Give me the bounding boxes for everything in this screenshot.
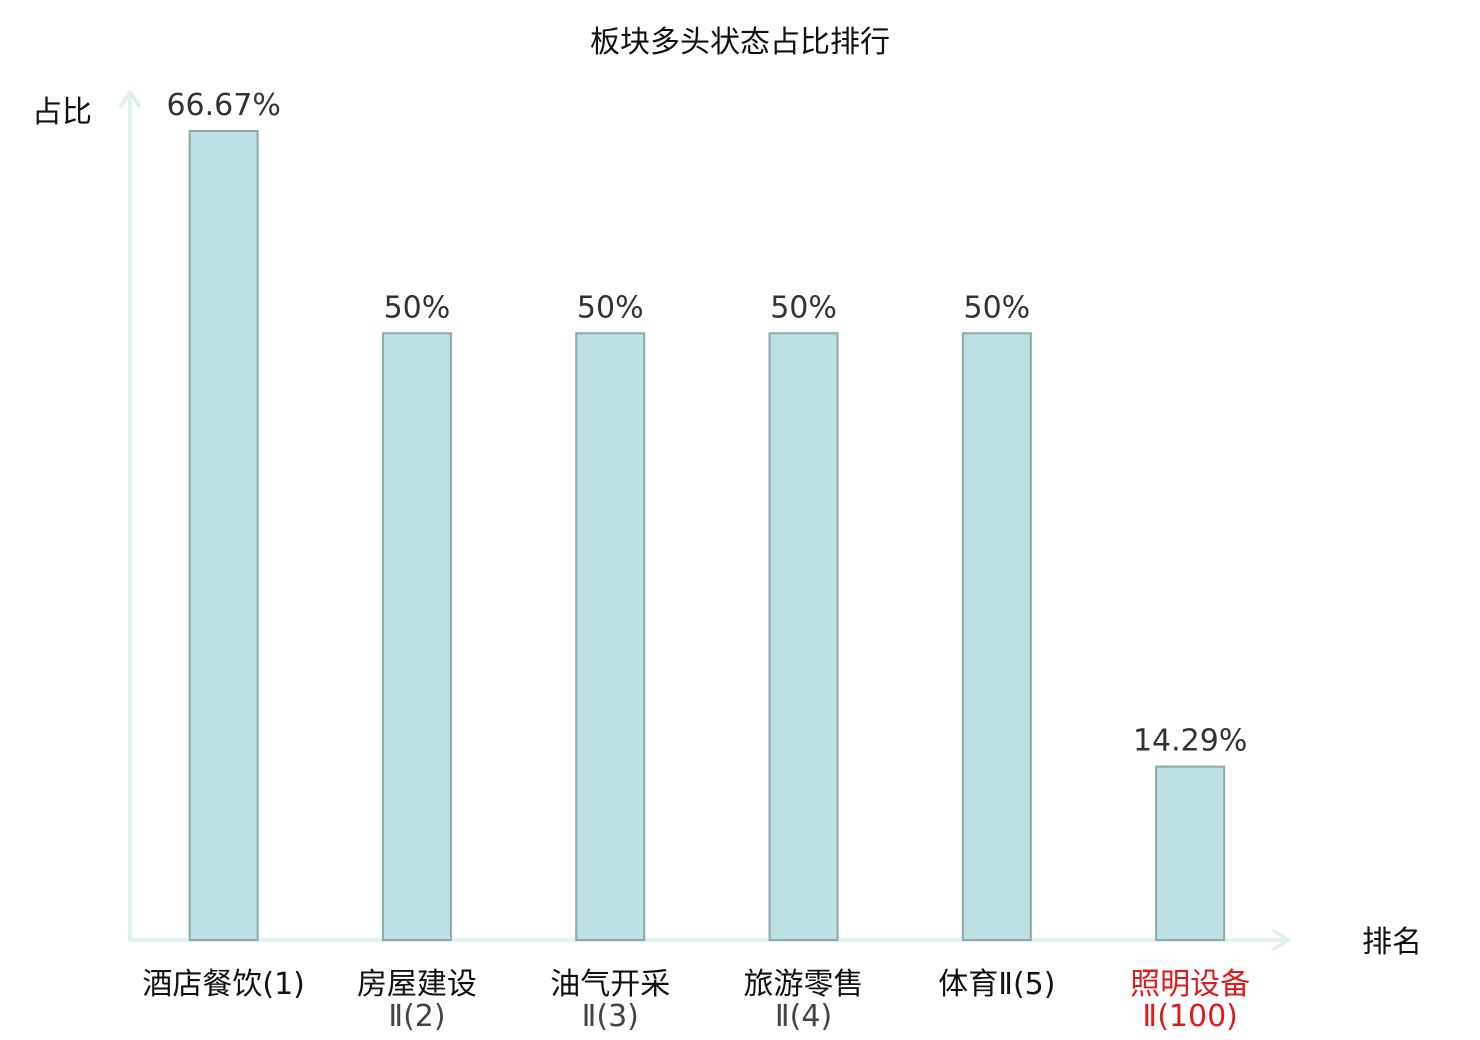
chart-title: 板块多头状态占比排行 [590, 25, 890, 60]
value-labels-group: 66.67% 50% 50% 50% 50% 14.29% [166, 88, 1247, 759]
category-label: 酒店餐饮(1) [142, 967, 305, 1002]
bar [1155, 765, 1226, 942]
data-label: 50% [964, 290, 1031, 325]
bar [188, 130, 259, 941]
bar [381, 332, 452, 941]
data-label: 50% [770, 290, 837, 325]
x-axis-label: 排名 [1362, 925, 1422, 960]
data-label: 50% [577, 290, 644, 325]
category-sublabel: Ⅱ(4) [775, 999, 832, 1034]
axes [119, 90, 1290, 951]
data-label: 14.29% [1133, 724, 1247, 759]
bar [961, 332, 1032, 941]
category-sublabel: Ⅱ(3) [582, 999, 639, 1034]
category-sublabel: Ⅱ(100) [1142, 999, 1237, 1034]
category-label: 体育Ⅱ(5) [938, 967, 1055, 1002]
data-label: 66.67% [166, 88, 280, 123]
bar [768, 332, 839, 941]
bars-group [188, 130, 1226, 942]
data-label: 50% [384, 290, 451, 325]
category-label: 旅游零售 [744, 967, 864, 1002]
x-axis-arrow [1272, 929, 1290, 951]
category-label: 房屋建设 [357, 967, 477, 1002]
bar [575, 332, 646, 941]
y-axis-label: 占比 [32, 95, 92, 130]
y-axis-arrow [119, 90, 141, 108]
category-label: 照明设备 [1130, 967, 1250, 1002]
category-sublabel: Ⅱ(2) [388, 999, 445, 1034]
category-label: 油气开采 [550, 967, 670, 1002]
